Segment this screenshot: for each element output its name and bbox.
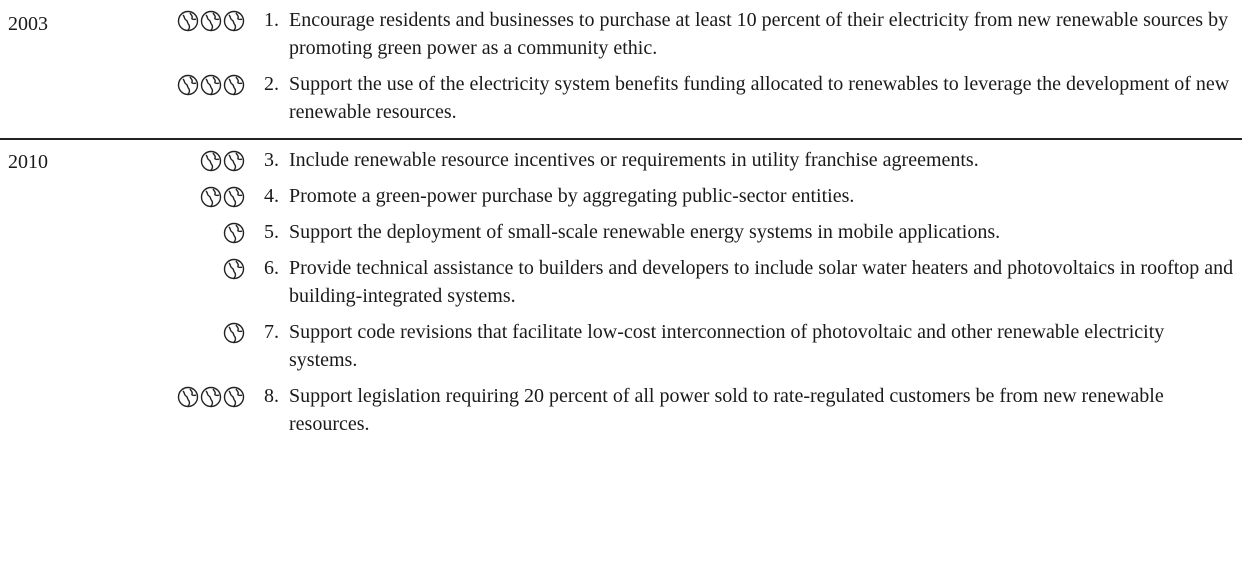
globe-icon	[223, 150, 245, 172]
year-group: 2010 3. Include renewable resource incenti…	[0, 138, 1242, 450]
item-text: Encourage residents and businesses to pu…	[289, 9, 1229, 59]
item-text: Include renewable resource incentives or…	[289, 149, 979, 171]
globe-icon	[177, 74, 199, 96]
rating	[0, 70, 245, 96]
item-number: 3.	[264, 149, 279, 171]
rating	[0, 382, 245, 408]
globe-icon	[200, 10, 222, 32]
item-number: 8.	[264, 385, 279, 407]
item-text: Promote a green-power purchase by aggreg…	[289, 185, 855, 207]
item-number: 4.	[264, 185, 279, 207]
rating	[0, 6, 245, 32]
action-item: 3. Include renewable resource incentives …	[0, 146, 1242, 174]
globe-icon	[223, 258, 245, 280]
action-item: 4. Promote a green-power purchase by aggr…	[0, 182, 1242, 210]
item-number: 5.	[264, 221, 279, 243]
globe-icon	[200, 74, 222, 96]
globe-icon	[223, 386, 245, 408]
rating	[0, 182, 245, 208]
year: 2010	[8, 151, 48, 173]
action-item: 7. Support code revisions that facilitate…	[0, 318, 1242, 374]
action-item: 8. Support legislation requiring 20 perce…	[0, 382, 1242, 438]
globe-icon	[223, 186, 245, 208]
item-number: 7.	[264, 321, 279, 343]
globe-icon	[200, 186, 222, 208]
rating	[0, 146, 245, 172]
globe-icon	[223, 222, 245, 244]
item-number: 2.	[264, 73, 279, 95]
item-number: 6.	[264, 257, 279, 279]
action-item: 2. Support the use of the electricity sys…	[0, 70, 1242, 126]
globe-icon	[223, 322, 245, 344]
globe-icon	[223, 74, 245, 96]
globe-icon	[177, 386, 199, 408]
globe-icon	[177, 10, 199, 32]
rating	[0, 218, 245, 244]
globe-icon	[200, 386, 222, 408]
rating	[0, 318, 245, 344]
year-group: 2003 1. Encourage residents and businesses…	[0, 6, 1242, 138]
year: 2003	[8, 13, 48, 35]
item-text: Support legislation requiring 20 percent…	[289, 385, 1164, 435]
item-number: 1.	[264, 9, 279, 31]
rating	[0, 254, 245, 280]
item-text: Support the use of the electricity syste…	[289, 73, 1230, 123]
globe-icon	[223, 10, 245, 32]
action-item: 5. Support the deployment of small-scale …	[0, 218, 1242, 246]
action-item: 1. Encourage residents and businesses to …	[0, 6, 1242, 62]
item-text: Provide technical assistance to builders…	[289, 257, 1234, 307]
item-text: Support code revisions that facilitate l…	[289, 321, 1165, 371]
item-text: Support the deployment of small-scale re…	[289, 221, 1001, 243]
globe-icon	[200, 150, 222, 172]
action-item: 6. Provide technical assistance to builde…	[0, 254, 1242, 310]
